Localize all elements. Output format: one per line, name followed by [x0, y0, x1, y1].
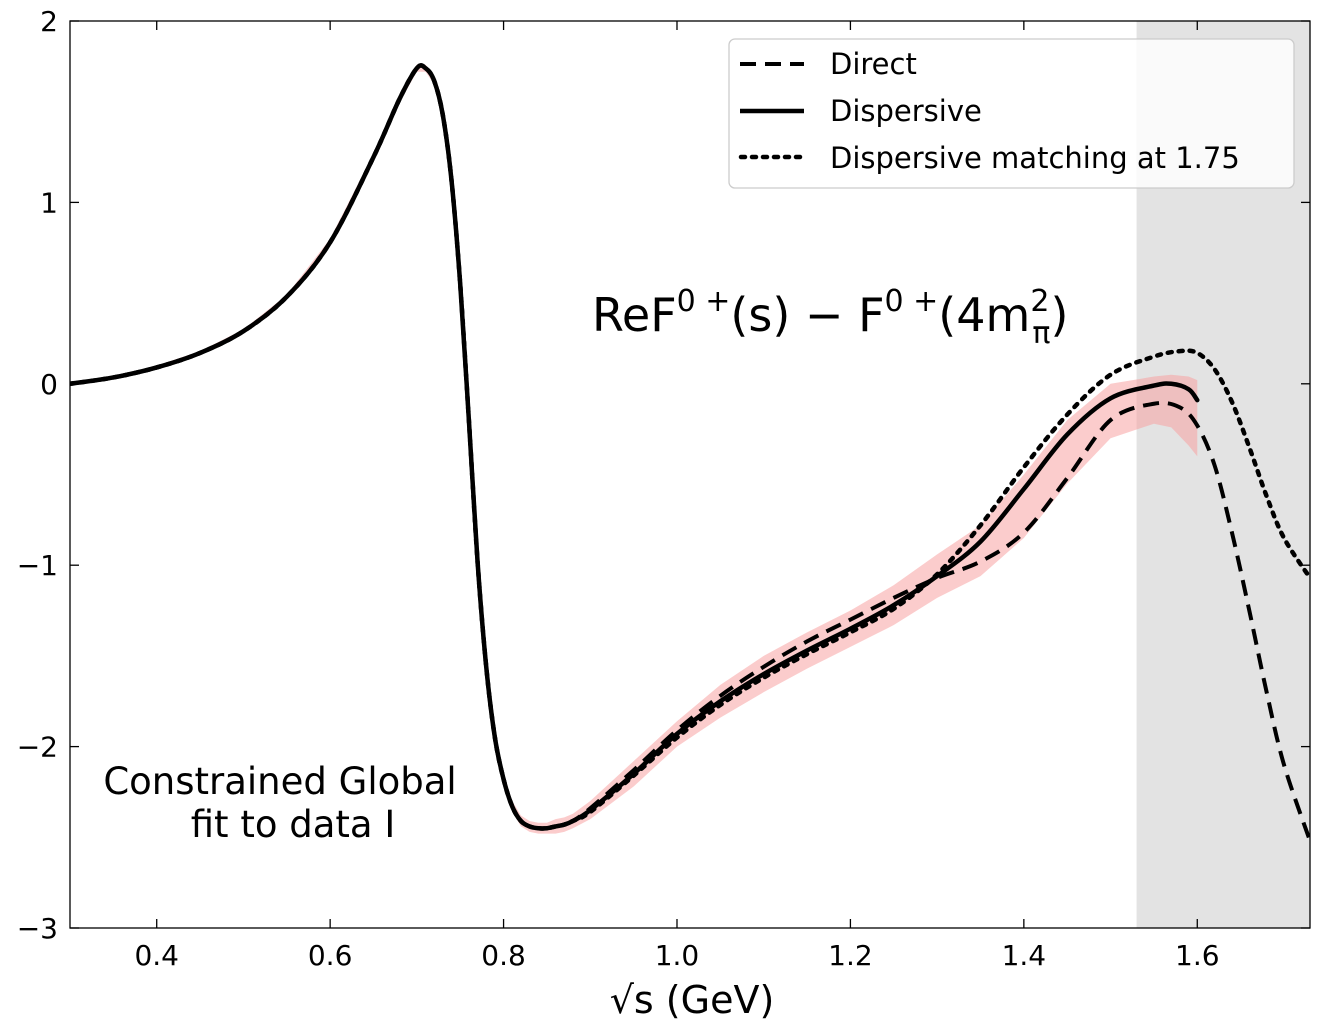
y-tick-label: −1 [17, 549, 58, 582]
legend-box [728, 38, 1295, 189]
formula-sup-3: 2 [1030, 284, 1049, 319]
y-tick-label: 0 [40, 368, 58, 401]
x-tick-label: 0.8 [481, 939, 526, 972]
series-line-dispersive-matching [70, 63, 1310, 831]
formula-open: (4m [938, 288, 1030, 342]
legend-label-dispersive: Dispersive [830, 94, 982, 128]
x-tick-label: 1.6 [1175, 939, 1220, 972]
legend-label-direct: Direct [830, 47, 917, 81]
y-axis-ticks: −3 −2 −1 0 1 2 [17, 5, 1310, 945]
plot-frame [69, 20, 1311, 929]
formula-main: ReF [592, 288, 677, 342]
x-tick-label: 0.4 [134, 939, 179, 972]
y-tick-label: −3 [17, 912, 58, 945]
x-axis-ticks: 0.4 0.6 0.8 1.0 1.2 1.4 1.6 [134, 21, 1220, 972]
formula-close: ) [1050, 288, 1068, 342]
formula-annotation: ReF0 +(s) − F0 +(4m2 π) [592, 284, 1068, 351]
formula-sup-2: 0 + [885, 284, 939, 319]
legend-label-matching: Dispersive matching at 1.75 [830, 141, 1240, 175]
annotation-line-2: fit to data I [191, 803, 396, 846]
y-tick-label: 2 [40, 5, 58, 38]
x-tick-label: 0.6 [308, 939, 353, 972]
fit-annotation: Constrained Global fit to data I [103, 760, 456, 846]
y-tick-label: 1 [40, 186, 58, 219]
formula-sub: π [1032, 316, 1050, 351]
x-axis-label: √s (GeV) [610, 978, 775, 1022]
x-tick-label: 1.4 [1002, 939, 1047, 972]
x-tick-label: 1.0 [655, 939, 700, 972]
y-tick-label: −2 [17, 731, 58, 764]
formula-mid: (s) − F [730, 288, 884, 342]
legend: Direct Dispersive Dispersive matching at… [728, 38, 1295, 189]
annotation-line-1: Constrained Global [103, 760, 456, 803]
formula-sup-1: 0 + [677, 284, 731, 319]
x-tick-label: 1.2 [828, 939, 873, 972]
